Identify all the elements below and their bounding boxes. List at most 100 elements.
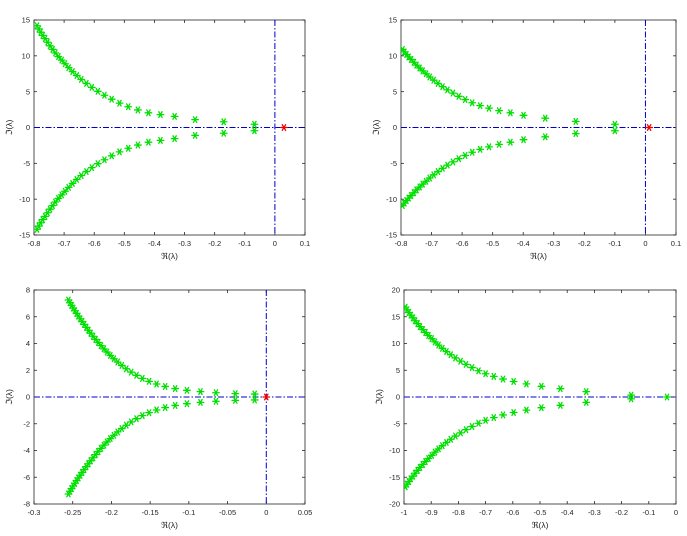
y-tick-label: 8 xyxy=(26,286,30,295)
eigenvalue-point xyxy=(627,395,636,403)
eigenvalue-point xyxy=(61,60,69,68)
y-tick-label: 5 xyxy=(26,87,30,96)
eigenvalue-point xyxy=(424,455,433,463)
eigenvalue-point xyxy=(446,351,455,359)
eigenvalue-point xyxy=(663,393,671,401)
x-axis-label: ℜ(λ) xyxy=(532,520,549,530)
x-tick-label: 0 xyxy=(264,508,268,517)
eigenvalue-point xyxy=(427,335,436,343)
eigenvalue-point xyxy=(144,109,153,117)
x-tick-label: -0.3 xyxy=(547,239,560,248)
eigenvalue-point xyxy=(468,148,477,156)
x-tick-label: -0.2 xyxy=(105,508,118,517)
eigenvalue-point xyxy=(115,148,124,156)
eigenvalue-point xyxy=(443,161,452,169)
y-tick-label: -10 xyxy=(386,195,397,204)
eigenvalue-point xyxy=(407,192,416,200)
eigenvalue-point xyxy=(499,375,507,383)
subplot-2: -0.8 -0.7 -0.6 -0.5 -0.4 -0.3 -0.2 -0.1 0 0.1 -15 -… xyxy=(371,16,681,261)
eigenvalue-point xyxy=(51,198,60,206)
eigenvalue-point xyxy=(117,425,126,433)
eigenvalue-point xyxy=(115,99,124,107)
subplot-1: -0.8 -0.7 -0.6 -0.5 -0.4 -0.3 -0.2 -0.1 0 0.1 -15 -… xyxy=(4,16,310,261)
eigenvalue-point xyxy=(409,189,418,197)
eigenvalue-point xyxy=(489,372,498,380)
eigenvalue-point xyxy=(122,365,131,373)
eigenvalue-point xyxy=(107,95,116,103)
eigenvalue-point xyxy=(94,338,103,346)
plot-area xyxy=(34,20,305,235)
eigenvalue-point xyxy=(152,406,161,414)
eigenvalue-point xyxy=(171,401,180,409)
eigenvalue-point xyxy=(77,75,86,83)
x-tick-label: -0.3 xyxy=(588,508,601,517)
series-1 xyxy=(64,296,259,498)
eigenvalue-point xyxy=(519,111,528,119)
eigenvalue-point xyxy=(448,158,457,166)
y-tick-label: 0 xyxy=(396,393,400,402)
eigenvalue-point xyxy=(541,114,550,122)
eigenvalue-point xyxy=(438,83,447,91)
x-tick-label: -0.6 xyxy=(456,239,469,248)
highlight-point xyxy=(262,393,271,401)
series-1 xyxy=(34,22,259,233)
x-tick-label: -0.4 xyxy=(517,239,530,248)
y-tick-label: -20 xyxy=(389,500,400,509)
y-tick-label: 0 xyxy=(393,123,397,132)
x-tick-label: 0.05 xyxy=(298,508,313,517)
highlight-point xyxy=(645,123,654,132)
eigenvalue-point xyxy=(522,380,531,388)
x-tick-label: -0.3 xyxy=(178,239,191,248)
eigenvalue-point xyxy=(124,103,133,111)
eigenvalue-point xyxy=(231,390,240,398)
x-tick-label: -0.25 xyxy=(64,508,81,517)
eigenvalue-point xyxy=(474,367,483,375)
eigenvalue-point xyxy=(182,386,191,394)
eigenvalue-point xyxy=(68,179,77,187)
eigenvalue-point xyxy=(438,164,447,172)
y-tick-label: 4 xyxy=(26,339,30,348)
x-tick-label: -0.7 xyxy=(479,508,492,517)
eigenvalue-point xyxy=(103,438,111,446)
eigenvalue-point xyxy=(443,86,452,94)
eigenvalue-point xyxy=(144,138,153,146)
eigenvalue-point xyxy=(427,451,436,459)
y-tick-label: 10 xyxy=(392,339,400,348)
eigenvalue-point xyxy=(416,463,424,471)
eigenvalue-point xyxy=(519,136,528,144)
y-tick-label: 15 xyxy=(389,16,397,25)
eigenvalue-point xyxy=(219,129,228,137)
x-tick-label: -0.1 xyxy=(608,239,621,248)
eigenvalue-point xyxy=(556,385,565,393)
eigenvalue-point xyxy=(485,104,493,112)
eigenvalue-point xyxy=(582,398,591,406)
eigenvalue-point xyxy=(476,145,485,153)
eigenvalue-point xyxy=(415,183,424,191)
eigenvalue-point xyxy=(506,109,515,117)
eigenvalue-point xyxy=(97,444,105,452)
series-1 xyxy=(404,303,671,491)
eigenvalue-point xyxy=(51,49,60,57)
eigenvalue-point xyxy=(91,451,100,459)
y-axis-label: ℑ(λ) xyxy=(4,389,14,405)
x-tick-label: -0.6 xyxy=(88,239,101,248)
x-tick-label: -0.8 xyxy=(395,239,408,248)
plot-area xyxy=(401,20,676,235)
eigenvalue-point xyxy=(434,168,442,176)
plot-area xyxy=(34,290,305,504)
y-tick-label: -10 xyxy=(19,195,30,204)
x-tick-label: -0.8 xyxy=(452,508,465,517)
eigenvalue-point xyxy=(456,357,465,365)
eigenvalue-point xyxy=(434,79,442,87)
eigenvalue-point xyxy=(93,160,102,168)
x-tick-label: 0 xyxy=(273,239,277,248)
x-tick-label: 0.1 xyxy=(671,239,681,248)
eigenvalue-point xyxy=(509,377,518,385)
eigenvalue-point xyxy=(454,92,463,100)
eigenvalue-point xyxy=(87,83,96,91)
x-tick-label: -0.5 xyxy=(118,239,131,248)
y-tick-label: -5 xyxy=(23,159,30,168)
eigenvalue-point xyxy=(506,138,515,146)
eigenvalue-point xyxy=(522,406,531,414)
eigenvalue-point xyxy=(541,133,550,141)
